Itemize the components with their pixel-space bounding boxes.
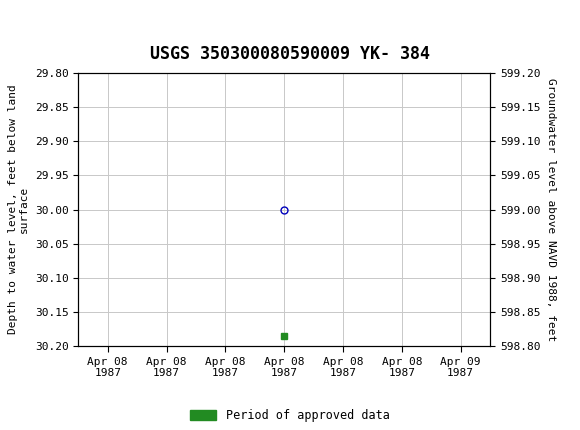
Text: ≈USGS: ≈USGS: [5, 9, 86, 29]
Y-axis label: Depth to water level, feet below land
surface: Depth to water level, feet below land su…: [8, 85, 29, 335]
Text: USGS 350300080590009 YK- 384: USGS 350300080590009 YK- 384: [150, 45, 430, 63]
Legend: Period of approved data: Period of approved data: [190, 409, 390, 422]
Y-axis label: Groundwater level above NAVD 1988, feet: Groundwater level above NAVD 1988, feet: [546, 78, 556, 341]
